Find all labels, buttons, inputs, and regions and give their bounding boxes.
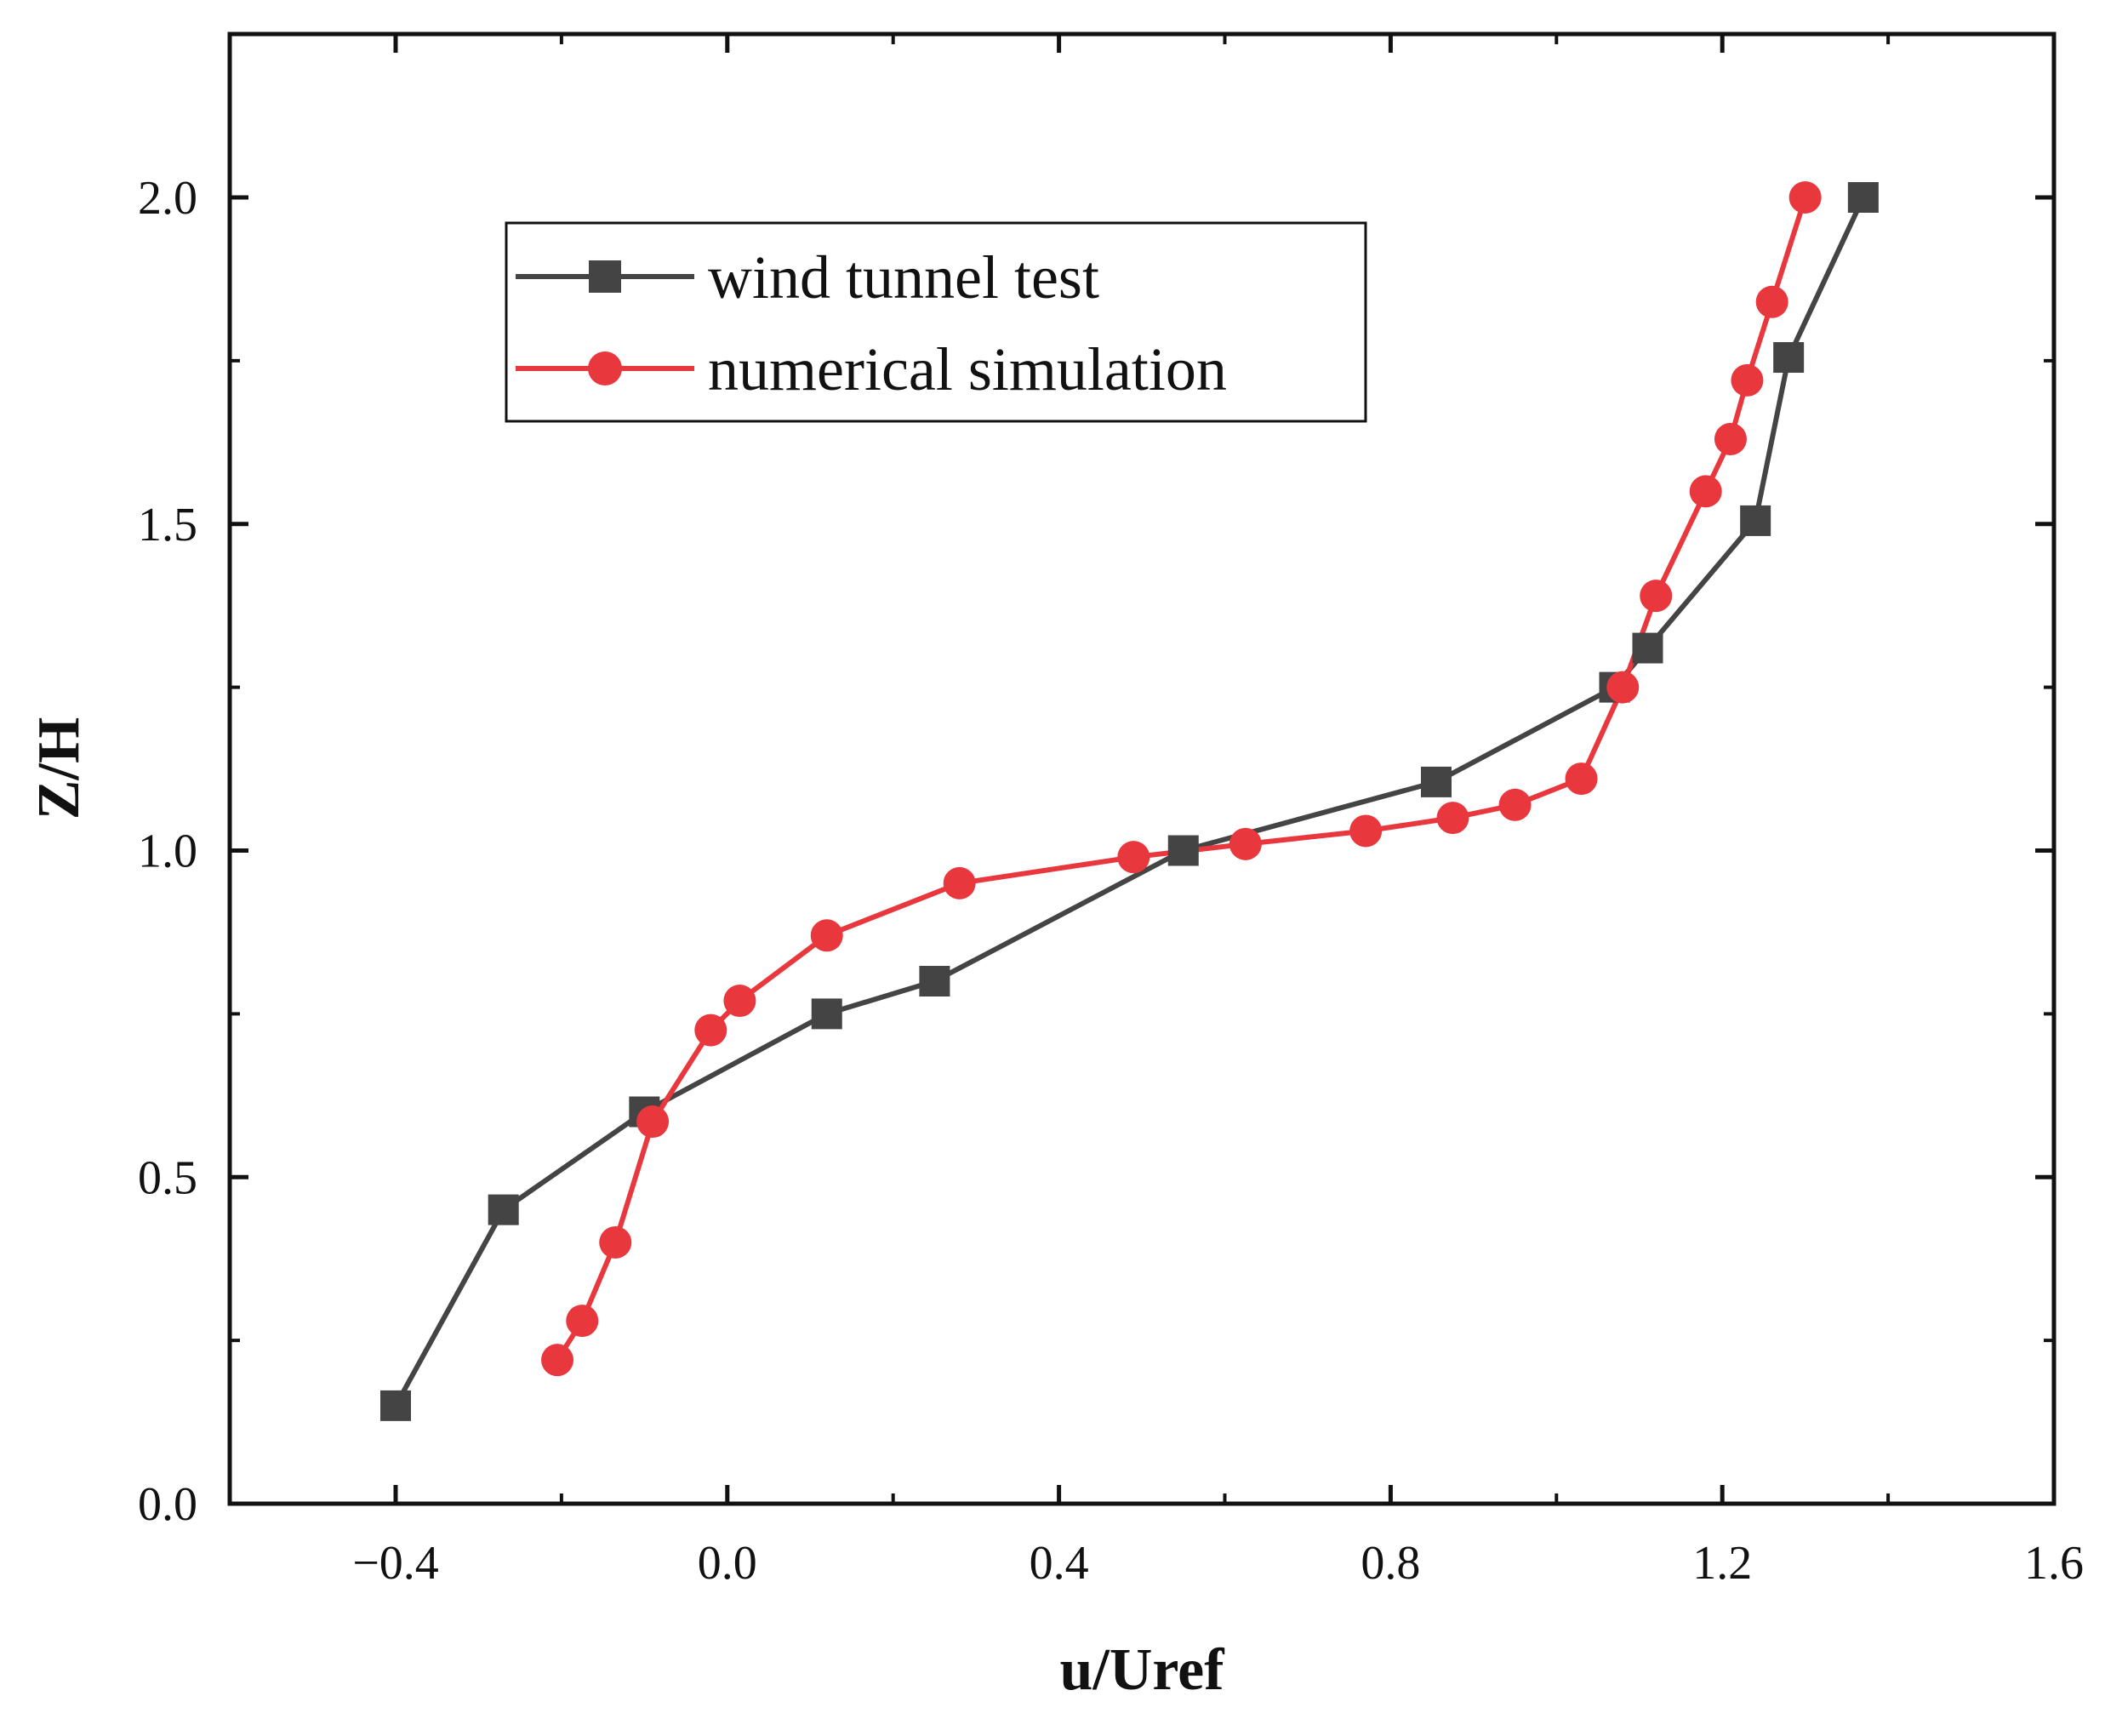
legend-label-numerical-simulation: numerical simulation: [708, 335, 1227, 403]
y-tick-labels: 0.0 0.5 1.0 1.5 2.0: [138, 172, 197, 1531]
data-point-wind-tunnel-test: [1632, 632, 1663, 664]
data-point-numerical-simulation: [1689, 475, 1722, 508]
legend-marker-square: [589, 260, 621, 293]
data-point-numerical-simulation: [943, 866, 976, 899]
data-point-wind-tunnel-test: [488, 1194, 519, 1225]
data-point-numerical-simulation: [723, 985, 756, 1018]
legend-label-wind-tunnel-test: wind tunnel test: [708, 243, 1099, 311]
data-point-numerical-simulation: [1565, 762, 1598, 796]
data-point-numerical-simulation: [694, 1014, 727, 1047]
x-tick-label: 0.8: [1361, 1537, 1420, 1590]
x-tick-labels: −0.4 0.0 0.4 0.8 1.2 1.6: [352, 1537, 2084, 1590]
data-point-numerical-simulation: [1714, 422, 1747, 455]
data-point-numerical-simulation: [1349, 814, 1383, 848]
major-ticks: [230, 34, 2057, 1506]
legend-box: [505, 221, 1367, 423]
legend-marker-circle: [588, 351, 622, 385]
data-point-wind-tunnel-test: [380, 1390, 411, 1421]
data-point-wind-tunnel-test: [1740, 505, 1771, 536]
y-tick-label: 1.5: [138, 499, 197, 551]
legend-item-wind-tunnel-test: wind tunnel test: [516, 243, 1099, 311]
y-tick-label: 1.0: [138, 825, 197, 878]
data-point-numerical-simulation: [566, 1305, 599, 1338]
x-tick-label: 1.2: [1692, 1537, 1752, 1590]
data-point-wind-tunnel-test: [811, 998, 842, 1030]
data-point-numerical-simulation: [599, 1226, 632, 1259]
data-point-numerical-simulation: [810, 919, 843, 952]
data-point-numerical-simulation: [1755, 285, 1788, 318]
y-tick-label: 2.0: [138, 172, 197, 225]
y-tick-label: 0.0: [138, 1478, 197, 1531]
data-point-numerical-simulation: [636, 1105, 670, 1139]
y-axis-title: Z/H: [26, 717, 92, 820]
data-point-numerical-simulation: [1229, 827, 1262, 860]
data-point-numerical-simulation: [1498, 788, 1532, 821]
data-point-wind-tunnel-test: [919, 966, 950, 996]
legend-item-numerical-simulation: numerical simulation: [516, 335, 1227, 403]
plot-frame: [227, 31, 2057, 1506]
data-point-numerical-simulation: [1606, 671, 1640, 704]
data-point-wind-tunnel-test: [1420, 766, 1452, 797]
data-point-numerical-simulation: [1436, 802, 1469, 835]
series-markers: [380, 181, 1879, 1421]
legend: wind tunnel test numerical simulation: [505, 221, 1367, 423]
data-point-wind-tunnel-test: [1847, 182, 1879, 213]
data-point-numerical-simulation: [1788, 181, 1822, 214]
series-line-wind-tunnel-test: [393, 196, 1866, 1408]
y-tick-label: 0.5: [138, 1151, 197, 1204]
x-tick-label: −0.4: [352, 1537, 439, 1590]
x-tick-label: 0.0: [698, 1537, 757, 1590]
data-point-numerical-simulation: [1731, 363, 1764, 397]
data-point-numerical-simulation: [1117, 841, 1150, 874]
data-point-wind-tunnel-test: [1773, 342, 1805, 374]
x-tick-label: 0.4: [1030, 1537, 1089, 1590]
data-point-wind-tunnel-test: [1167, 835, 1199, 866]
data-point-numerical-simulation: [1640, 580, 1673, 613]
x-tick-label: 1.6: [2024, 1537, 2084, 1590]
x-axis-title: u/Uref: [1059, 1637, 1224, 1703]
data-point-numerical-simulation: [541, 1344, 574, 1377]
